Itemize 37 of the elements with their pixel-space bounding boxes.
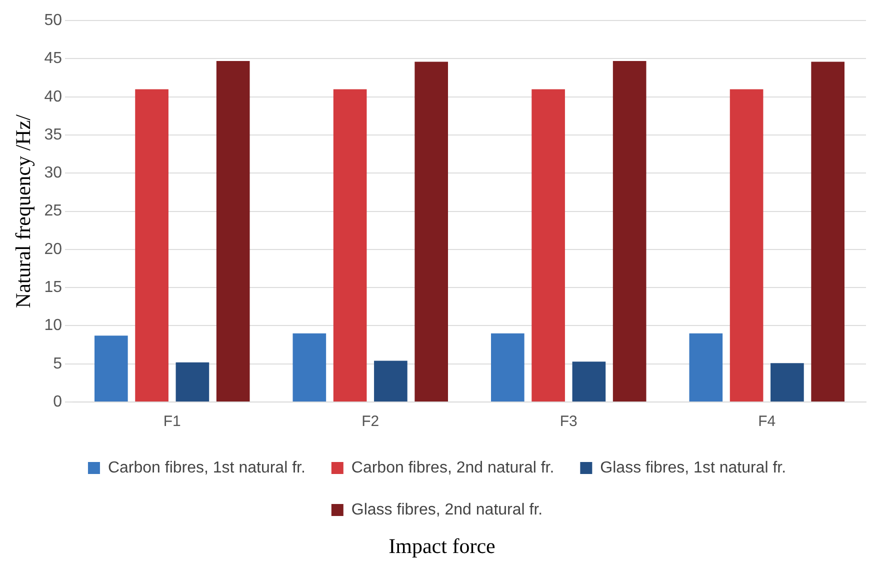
y-tick-label: 35 <box>44 126 62 144</box>
y-tick-label: 15 <box>44 278 62 296</box>
bar <box>135 89 168 402</box>
x-tick-label: F2 <box>362 413 380 430</box>
y-tick-label: 0 <box>53 393 62 410</box>
bar <box>770 363 804 402</box>
bar <box>94 336 128 402</box>
legend-label: Carbon fibres, 1st natural fr. <box>108 459 306 476</box>
y-tick-label: 45 <box>44 50 62 68</box>
x-tick-label: F3 <box>560 413 578 430</box>
y-tick-label: 5 <box>53 355 62 372</box>
bar <box>572 362 606 402</box>
bar <box>532 89 565 402</box>
y-tick-label: 25 <box>44 202 62 220</box>
bar <box>414 62 448 402</box>
x-tick-label: F4 <box>758 413 776 430</box>
bar <box>374 360 408 402</box>
bar <box>292 333 326 402</box>
bar <box>216 61 250 402</box>
y-axis-title: Natural frequency /Hz/ <box>11 114 36 308</box>
bar <box>491 333 524 402</box>
y-tick-label: 30 <box>44 164 62 182</box>
x-axis-title: Impact force <box>388 534 496 559</box>
bar <box>333 89 367 402</box>
y-tick-label: 50 <box>44 12 62 30</box>
y-tick-label: 40 <box>44 88 62 106</box>
bar <box>730 89 764 402</box>
bar <box>811 62 844 402</box>
x-tick-label: F1 <box>163 413 181 430</box>
legend-label: Glass fibres, 2nd natural fr. <box>351 501 543 518</box>
bar <box>612 61 646 402</box>
y-tick-label: 20 <box>44 240 62 258</box>
bar <box>176 362 210 402</box>
y-tick-label: 10 <box>44 317 62 334</box>
bar <box>689 333 723 402</box>
legend-label: Glass fibres, 1st natural fr. <box>600 459 786 476</box>
legend-label: Carbon fibres, 2nd natural fr. <box>351 459 554 476</box>
